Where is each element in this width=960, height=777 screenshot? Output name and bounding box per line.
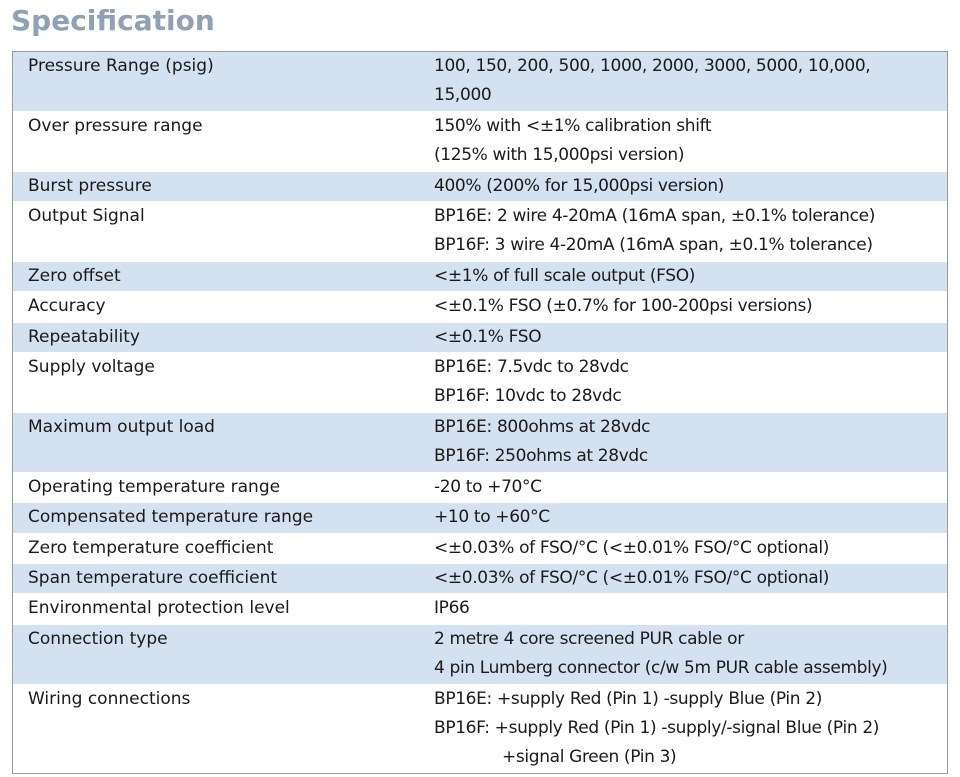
spec-value: 150% with <±1% calibration shift (125% wi… xyxy=(423,112,947,171)
spec-value: <±0.03% of FSO/°C (<±0.01% FSO/°C option… xyxy=(423,534,947,563)
spec-label: Pressure Range (psig) xyxy=(28,56,214,76)
spec-value: <±0.1% FSO (±0.7% for 100-200psi version… xyxy=(423,292,947,321)
spec-label: Operating temperature range xyxy=(28,476,281,497)
spec-label: Maximum output load xyxy=(28,416,215,437)
spec-label: Burst pressure xyxy=(28,175,152,196)
spec-value: <±1% of full scale output (FSO) xyxy=(423,262,947,291)
table-row: Over pressure range 150% with <±1% calibr… xyxy=(13,110,947,171)
spec-value-line: 2 metre 4 core screened PUR cable or xyxy=(434,628,744,649)
spec-value: -20 to +70°C xyxy=(423,473,947,502)
spec-value-line: -20 to +70°C xyxy=(434,476,542,497)
spec-value: +10 to +60°C xyxy=(423,503,947,532)
spec-value-line: +signal Green (Pin 3) xyxy=(502,747,677,768)
spec-value: BP16E: 800ohms at 28vdc BP16F: 250ohms at… xyxy=(423,413,947,472)
spec-value: 100, 150, 200, 500, 1000, 2000, 3000, 50… xyxy=(423,52,947,111)
table-row: Repeatability <±0.1% FSO xyxy=(13,321,947,353)
table-row: Zero temperature coefficient <±0.03% of F… xyxy=(13,532,947,563)
spec-label: Repeatability xyxy=(28,326,140,347)
table-row: Span temperature coefficient <±0.03% of F… xyxy=(13,562,947,594)
table-row: Operating temperature range -20 to +70°C xyxy=(13,471,947,502)
spec-label: Output Signal xyxy=(28,206,145,227)
spec-value-line: 4 pin Lumberg connector (c/w 5m PUR cabl… xyxy=(434,658,888,679)
table-row: Maximum output load BP16E: 800ohms at 28v… xyxy=(13,411,947,472)
spec-value-line: IP66 xyxy=(434,598,470,619)
table-row: Supply voltage BP16E: 7.5vdc to 28vdc BP16… xyxy=(13,352,947,412)
spec-value: IP66 xyxy=(423,594,947,623)
spec-value-line: 400% (200% for 15,000psi version) xyxy=(434,175,725,196)
table-row: Wiring connections BP16E: +supply Red (Pi… xyxy=(13,683,947,773)
spec-label: Compensated temperature range xyxy=(28,507,314,528)
spec-value: 2 metre 4 core screened PUR cable or 4 pi… xyxy=(423,625,947,684)
table-row: Environmental protection level IP66 xyxy=(13,593,947,623)
spec-value-line: <±0.1% FSO xyxy=(434,326,542,347)
spec-label: Over pressure range xyxy=(28,115,203,136)
spec-value-line: BP16F: 250ohms at 28vdc xyxy=(434,446,648,467)
spec-label: Supply voltage xyxy=(28,357,155,378)
spec-value: BP16E: 2 wire 4-20mA (16mA span, ±0.1% t… xyxy=(423,202,947,261)
table-row: Zero offset <±1% of full scale output (FS… xyxy=(13,260,947,292)
spec-label: Zero temperature coefficient xyxy=(28,537,274,558)
spec-value-line: <±0.1% FSO (±0.7% for 100-200psi version… xyxy=(434,296,813,317)
spec-label: Environmental protection level xyxy=(28,598,290,619)
table-row: Compensated temperature range +10 to +60°… xyxy=(13,502,947,533)
spec-value-line: (125% with 15,000psi version) xyxy=(434,145,685,166)
page-title: Specification xyxy=(11,4,215,37)
spec-value-line: BP16E: +supply Red (Pin 1) -supply Blue … xyxy=(434,688,822,709)
table-row: Output Signal BP16E: 2 wire 4-20mA (16mA … xyxy=(13,201,947,261)
spec-value: <±0.03% of FSO/°C (<±0.01% FSO/°C option… xyxy=(423,564,947,593)
spec-value-line: BP16E: 800ohms at 28vdc xyxy=(434,416,651,437)
spec-label: Accuracy xyxy=(28,296,106,317)
spec-value-line: 15,000 xyxy=(434,85,492,106)
spec-value-line: +10 to +60°C xyxy=(434,507,550,528)
spec-value-line: BP16E: 2 wire 4-20mA (16mA span, ±0.1% t… xyxy=(434,206,875,227)
spec-value-line: BP16F: 10vdc to 28vdc xyxy=(434,386,622,407)
spec-value: 400% (200% for 15,000psi version) xyxy=(423,172,947,201)
spec-value-line: <±0.03% of FSO/°C (<±0.01% FSO/°C option… xyxy=(434,537,830,558)
spec-label: Connection type xyxy=(28,628,168,649)
spec-value: BP16E: +supply Red (Pin 1) -supply Blue … xyxy=(423,685,947,773)
spec-label: Zero offset xyxy=(28,265,121,286)
spec-label: Wiring connections xyxy=(28,688,191,709)
spec-value: <±0.1% FSO xyxy=(423,323,947,352)
spec-value-line: <±0.03% of FSO/°C (<±0.01% FSO/°C option… xyxy=(434,567,830,588)
spec-value-line: <±1% of full scale output (FSO) xyxy=(434,265,696,286)
table-row: Connection type 2 metre 4 core screened P… xyxy=(13,623,947,684)
spec-value-line: BP16E: 7.5vdc to 28vdc xyxy=(434,357,629,378)
spec-label: Span temperature coefficient xyxy=(28,567,278,588)
spec-value-line: 150% with <±1% calibration shift xyxy=(434,115,712,136)
table-row: Pressure Range (psig) 100, 150, 200, 500,… xyxy=(13,52,947,111)
table-row: Accuracy <±0.1% FSO (±0.7% for 100-200psi… xyxy=(13,291,947,321)
table-row: Burst pressure 400% (200% for 15,000psi v… xyxy=(13,170,947,202)
spec-value-line: BP16F: 3 wire 4-20mA (16mA span, ±0.1% t… xyxy=(434,235,873,256)
specification-table: Pressure Range (psig) 100, 150, 200, 500,… xyxy=(12,51,948,774)
spec-value: BP16E: 7.5vdc to 28vdc BP16F: 10vdc to 28… xyxy=(423,353,947,412)
spec-value-line: BP16F: +supply Red (Pin 1) -supply/-sign… xyxy=(434,717,880,738)
spec-value-line: 100, 150, 200, 500, 1000, 2000, 3000, 50… xyxy=(434,56,871,76)
